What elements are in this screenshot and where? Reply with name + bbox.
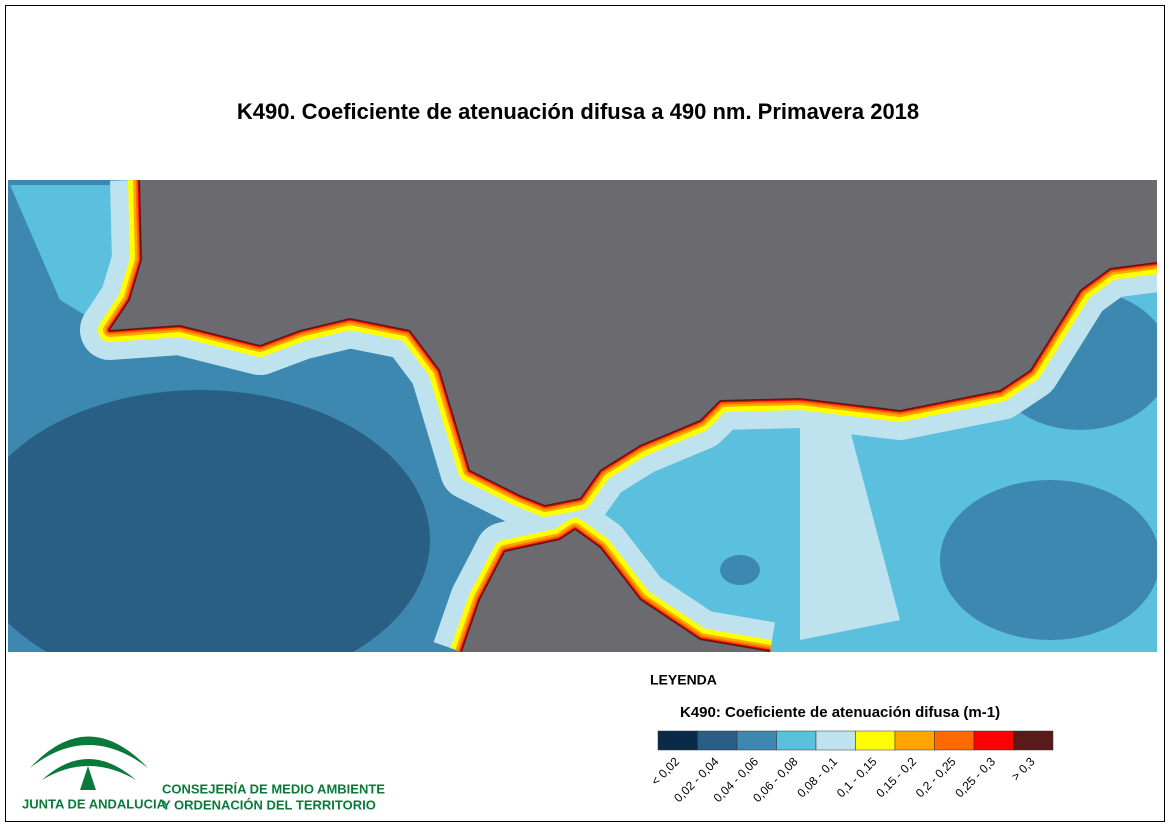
- logo-arc: [30, 736, 148, 768]
- logo-department: Y ORDENACIÓN DEL TERRITORIO: [162, 797, 376, 812]
- logo-emblem: [80, 766, 96, 790]
- legend-swatch: [894, 730, 935, 751]
- sea-deep: [940, 480, 1157, 640]
- sea-light: [10, 185, 120, 330]
- land: [110, 180, 1157, 505]
- logo: JUNTA DE ANDALUCIA CONSEJERÍA DE MEDIO A…: [22, 736, 385, 812]
- legend-swatch: [776, 730, 817, 751]
- sea-light: [800, 420, 900, 640]
- legend-swatch: [934, 730, 975, 751]
- map: [8, 180, 1157, 652]
- legend-swatch: [815, 730, 856, 751]
- land: [462, 530, 770, 652]
- legend-swatch: [657, 730, 698, 751]
- sea-deep: [720, 555, 760, 585]
- legend-swatch: [1013, 730, 1054, 751]
- legend-heading: LEYENDA: [650, 672, 717, 688]
- legend-swatch: [973, 730, 1014, 751]
- legend-swatch: [855, 730, 896, 751]
- legend-swatch: [736, 730, 777, 751]
- map-layers: [8, 180, 1157, 652]
- logo-name: JUNTA DE ANDALUCIA: [22, 796, 167, 811]
- legend-swatch: [697, 730, 738, 751]
- sea-deep: [8, 390, 430, 652]
- logo-arc: [42, 759, 136, 780]
- legend-title: K490: Coeficiente de atenuación difusa (…: [680, 704, 1000, 721]
- map-title: K490. Coeficiente de atenuación difusa a…: [237, 99, 919, 124]
- logo-department: CONSEJERÍA DE MEDIO AMBIENTE: [162, 781, 385, 796]
